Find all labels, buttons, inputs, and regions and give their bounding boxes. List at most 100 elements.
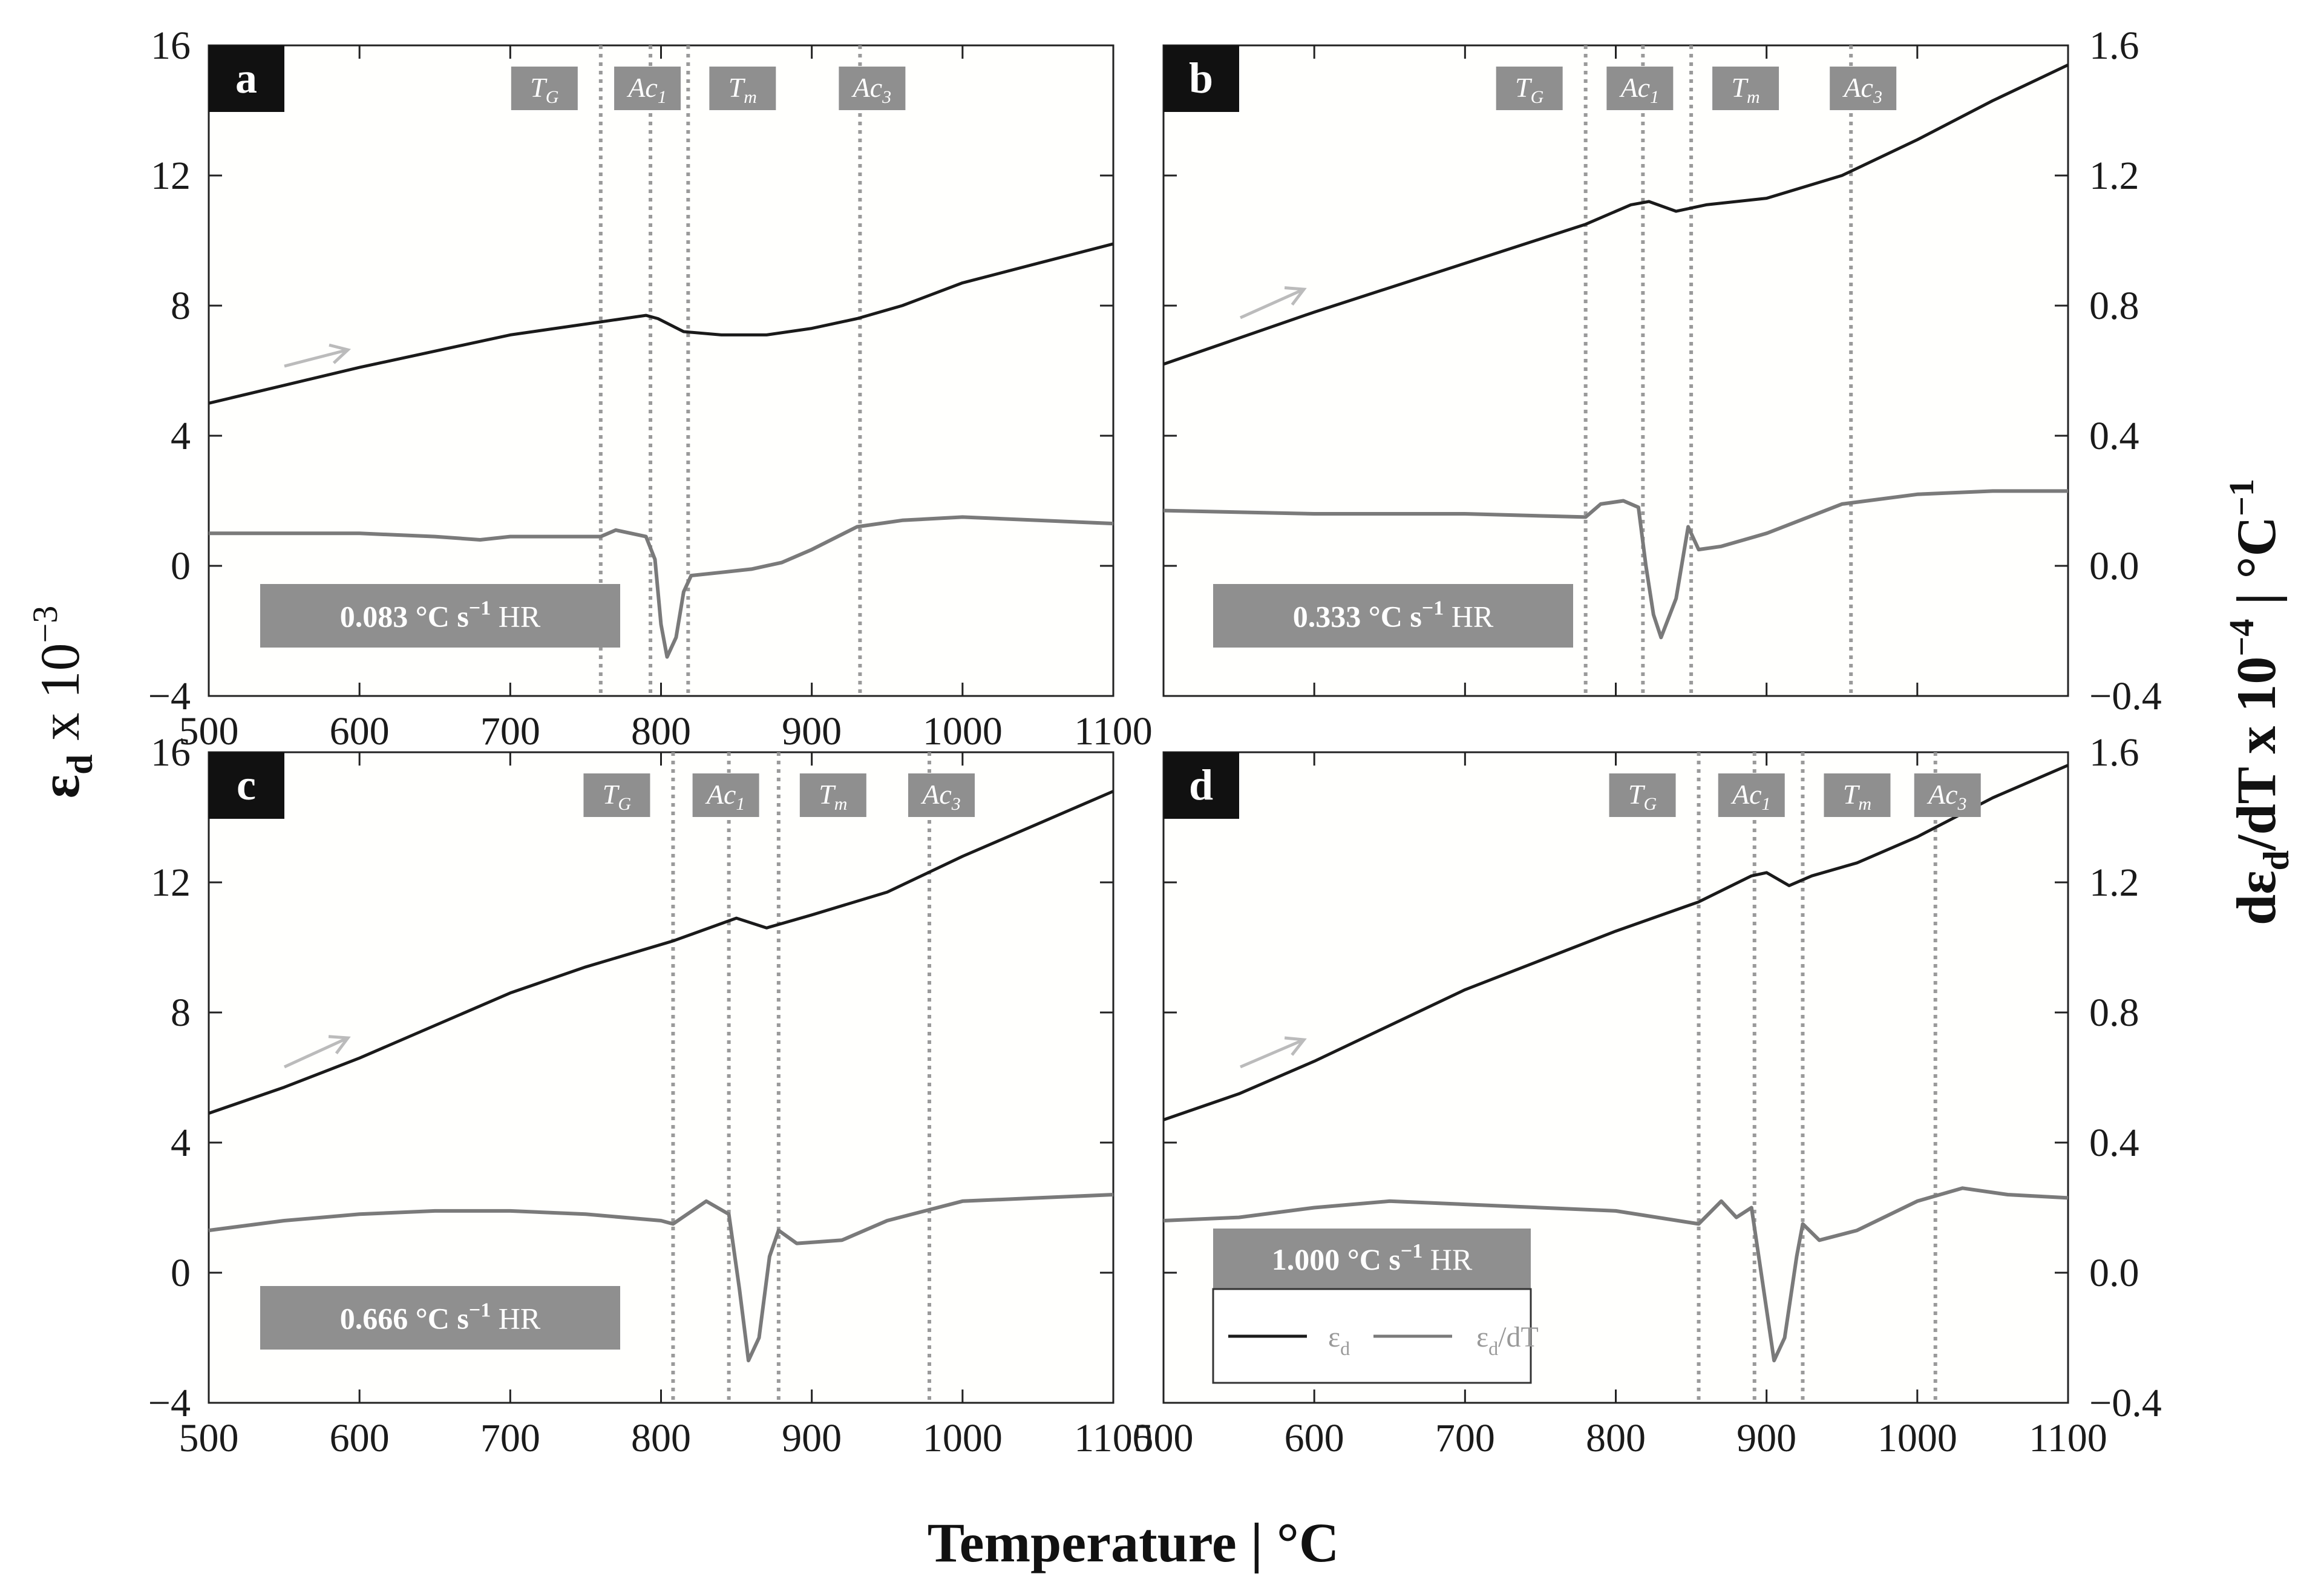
x-tick-label-c: 900 — [782, 1416, 842, 1460]
y-tick-label-left-a: 4 — [171, 414, 191, 458]
panel-b: −0.4 0.0 0.4 0.8 1.2 1.6 TG Ac1 Tm Ac3 b 0.333 °C s… — [1162, 24, 2162, 718]
marker-label-b: Ac1 — [1619, 72, 1660, 107]
x-tick-label-d: 500 — [1134, 1416, 1194, 1460]
y-tick-label-right-b: 0.4 — [2089, 414, 2139, 458]
marker-label-box-b — [1712, 67, 1779, 110]
marker-label-c: Ac1 — [705, 779, 745, 814]
marker-label-c: TG — [603, 779, 632, 814]
y-tick-label-left-a: 0 — [171, 544, 191, 588]
panel-letter-box-b — [1164, 45, 1239, 112]
marker-label-d: TG — [1628, 779, 1657, 814]
panel-d: 500 600 700 800 900 1000 1100−0.4 0.0 0.4 0.8 1.2 1… — [1134, 730, 2162, 1460]
legend-strain-label: εd — [1328, 1321, 1350, 1359]
x-tick-label-a: 700 — [480, 709, 540, 753]
y-tick-label-left-c: −4 — [148, 1381, 191, 1425]
x-tick-label-d: 600 — [1285, 1416, 1344, 1460]
y-tick-label-right-b: 0.0 — [2089, 544, 2139, 588]
y-tick-label-left-a: −4 — [148, 674, 191, 718]
derivative-line-d — [1163, 1186, 2069, 1363]
panel-c: 500 600 700 800 900 1000 1100 −4 0 4 8 12 16 TG Ac1 Tm A… — [148, 730, 1153, 1460]
heating-rate-label-a: 0.083 °C s−1 HR — [340, 597, 541, 634]
heating-rate-box-a — [260, 584, 620, 648]
y-axis-left-title: εd x 10−3 — [25, 606, 100, 798]
x-tick-label-c: 500 — [179, 1416, 239, 1460]
x-tick-label-a: 1100 — [1074, 709, 1153, 753]
panel-letter-box-c — [209, 752, 284, 819]
strain-line-d — [1163, 764, 2069, 1121]
derivative-line-b — [1163, 489, 2068, 640]
x-tick-label-c: 1000 — [923, 1416, 1003, 1460]
y-tick-label-right-d: 1.2 — [2089, 861, 2139, 905]
y-tick-label-right-b: 1.6 — [2089, 24, 2139, 68]
y-tick-label-left-c: 12 — [151, 861, 191, 905]
marker-label-box-a — [511, 67, 578, 110]
heating-rate-label-c: 0.666 °C s−1 HR — [340, 1299, 541, 1336]
marker-label-box-a — [709, 67, 776, 110]
y-tick-label-left-a: 8 — [171, 284, 191, 328]
marker-label-box-d — [1609, 773, 1676, 817]
marker-label-b: TG — [1515, 72, 1544, 107]
panel-a: 500 600 700 800 900 1000 1100 −4 0 4 8 12 16 TG Ac1 Tm A… — [148, 24, 1153, 753]
heating-rate-box-c — [260, 1286, 620, 1350]
y-tick-label-right-d: 0.8 — [2089, 991, 2139, 1035]
derivative-line-c — [208, 1193, 1114, 1363]
y-tick-label-right-d: 0.4 — [2089, 1121, 2139, 1165]
marker-label-d: Tm — [1843, 779, 1871, 814]
marker-label-box-a — [839, 67, 906, 110]
panel-letter-d: d — [1189, 761, 1213, 809]
panel-letter-a: a — [235, 54, 257, 102]
derivative-line-a — [209, 515, 1114, 659]
y-tick-label-right-b: −0.4 — [2089, 674, 2162, 718]
y-tick-label-right-d: 0.0 — [2089, 1251, 2139, 1295]
marker-label-box-d — [1914, 773, 1981, 817]
x-tick-label-a: 1000 — [923, 709, 1003, 753]
marker-label-c: Ac3 — [920, 779, 961, 814]
panel-letter-b: b — [1189, 54, 1213, 102]
marker-label-box-b — [1496, 67, 1563, 110]
heating-arrowhead-d — [1284, 1036, 1307, 1056]
y-tick-label-left-c: 16 — [151, 730, 191, 775]
x-tick-label-c: 700 — [480, 1416, 540, 1460]
y-tick-label-right-d: −0.4 — [2089, 1381, 2162, 1425]
marker-label-box-c — [908, 773, 975, 817]
legend: εd εd/dT — [1212, 1288, 1539, 1384]
x-tick-label-a: 500 — [179, 709, 239, 753]
marker-label-c: Tm — [819, 779, 847, 814]
y-tick-label-left-c: 4 — [171, 1121, 191, 1165]
heating-arrow-c — [283, 1036, 349, 1069]
marker-label-box-a — [614, 67, 681, 110]
heating-rate-box-d — [1213, 1229, 1531, 1289]
y-tick-label-left-a: 12 — [151, 154, 191, 198]
heating-rate-label-b: 0.333 °C s−1 HR — [1293, 597, 1494, 634]
x-axis-title: Temperature | °C — [928, 1512, 1340, 1573]
strain-line-c — [208, 790, 1114, 1115]
panel-letter-c: c — [237, 761, 256, 809]
heating-rate-label-d: 1.000 °C s−1 HR — [1272, 1240, 1473, 1276]
marker-label-box-b — [1606, 67, 1674, 110]
legend-derivative-label: εd/dT — [1476, 1321, 1539, 1359]
heating-arrow-d — [1240, 1038, 1304, 1069]
x-tick-label-d: 800 — [1586, 1416, 1646, 1460]
y-tick-label-right-b: 0.8 — [2089, 284, 2139, 328]
x-tick-label-d: 1100 — [2029, 1416, 2107, 1460]
panel-letter-box-d — [1164, 752, 1239, 819]
heating-arrowhead-a — [329, 343, 352, 364]
marker-label-box-b — [1830, 67, 1897, 110]
x-tick-label-d: 1000 — [1877, 1416, 1957, 1460]
marker-label-box-d — [1824, 773, 1891, 817]
y-tick-label-right-b: 1.2 — [2089, 154, 2139, 198]
marker-label-a: Tm — [728, 72, 757, 107]
y-tick-label-left-c: 8 — [171, 991, 191, 1035]
heating-arrow-a — [284, 348, 349, 368]
y-axis-right-title: dεd/dT x 10−4 | °C−1 — [2222, 479, 2296, 925]
heating-rate-box-b — [1213, 584, 1573, 648]
marker-label-box-c — [692, 773, 759, 817]
y-tick-label-left-c: 0 — [171, 1251, 191, 1295]
panel-letter-box-a — [209, 45, 284, 112]
marker-label-box-c — [583, 773, 650, 817]
x-tick-label-d: 700 — [1435, 1416, 1495, 1460]
x-tick-label-c: 1100 — [1074, 1416, 1153, 1460]
marker-label-d: Ac1 — [1730, 779, 1771, 814]
